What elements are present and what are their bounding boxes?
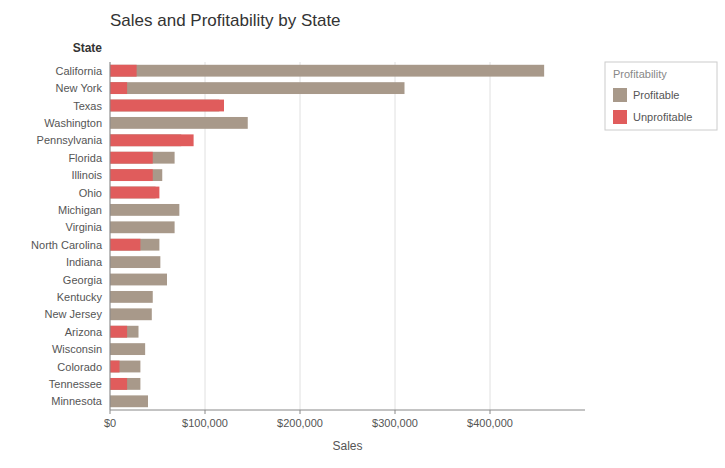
category-label: Pennsylvania (37, 134, 103, 146)
category-label: Illinois (71, 169, 102, 181)
bars (110, 65, 544, 407)
category-label: Kentucky (57, 291, 103, 303)
category-label: Arizona (65, 326, 103, 338)
y-axis-line (110, 62, 111, 410)
category-label: Wisconsin (52, 343, 102, 355)
bar (110, 239, 159, 251)
x-axis-line (110, 410, 585, 411)
bar (110, 343, 145, 355)
bar (110, 187, 159, 199)
category-label: Indiana (66, 256, 103, 268)
category-label: California (56, 65, 103, 77)
bar (110, 291, 153, 303)
bar (110, 361, 140, 373)
x-tick-label: $0 (104, 417, 116, 429)
legend: Profitability Profitable Unprofitable (605, 62, 717, 130)
bar (110, 100, 224, 112)
grid-line (205, 62, 206, 410)
legend-swatch (613, 88, 627, 102)
category-label: Colorado (57, 361, 102, 373)
bar (110, 169, 153, 181)
category-label: Ohio (79, 187, 102, 199)
x-tick (300, 410, 301, 414)
x-axis-label: Sales (332, 439, 362, 453)
x-tick-label: $300,000 (372, 417, 418, 429)
x-tick (490, 410, 491, 414)
chart: Sales and Profitability by State State $0 $… (0, 0, 725, 468)
bar (110, 274, 167, 286)
category-label: Washington (44, 117, 102, 129)
category-label: Texas (73, 100, 102, 112)
legend-label: Unprofitable (633, 111, 692, 123)
bar (110, 326, 139, 338)
bar (110, 152, 153, 164)
legend-swatch (613, 110, 627, 124)
x-tick (395, 410, 396, 414)
category-label: North Carolina (31, 239, 103, 251)
grid (110, 62, 490, 410)
bar (110, 82, 405, 94)
bar (110, 134, 194, 146)
category-label: Florida (68, 152, 103, 164)
bar (110, 378, 140, 390)
y-axis-label: State (73, 41, 103, 55)
category-label: Georgia (63, 274, 103, 286)
bar (110, 239, 140, 251)
bar (110, 221, 175, 233)
bar (110, 152, 175, 164)
bar (110, 378, 127, 390)
grid-line (110, 62, 111, 410)
bar (110, 361, 120, 373)
bar (110, 256, 160, 268)
title: Sales and Profitability by State (110, 11, 341, 30)
bar (110, 395, 148, 407)
grid-line (300, 62, 301, 410)
category-label: Tennessee (49, 378, 102, 390)
x-tick (205, 410, 206, 414)
bar (110, 326, 127, 338)
grid-line (395, 62, 396, 410)
bar (110, 204, 179, 216)
bar (110, 117, 248, 129)
legend-title: Profitability (613, 68, 667, 80)
legend-box (605, 62, 717, 130)
bar (110, 308, 152, 320)
category-label: New Jersey (45, 308, 103, 320)
bar (110, 169, 162, 181)
category-label: Michigan (58, 204, 102, 216)
x-tick (110, 410, 111, 414)
grid-line (490, 62, 491, 410)
x-tick-label: $400,000 (467, 417, 513, 429)
bar (110, 82, 127, 94)
legend-label: Profitable (633, 89, 679, 101)
bar (110, 65, 544, 77)
category-label: New York (56, 82, 103, 94)
category-label: Virginia (66, 221, 103, 233)
x-tick-label: $100,000 (182, 417, 228, 429)
category-label: Minnesota (51, 395, 103, 407)
x-tick-label: $200,000 (277, 417, 323, 429)
bar (110, 65, 137, 77)
